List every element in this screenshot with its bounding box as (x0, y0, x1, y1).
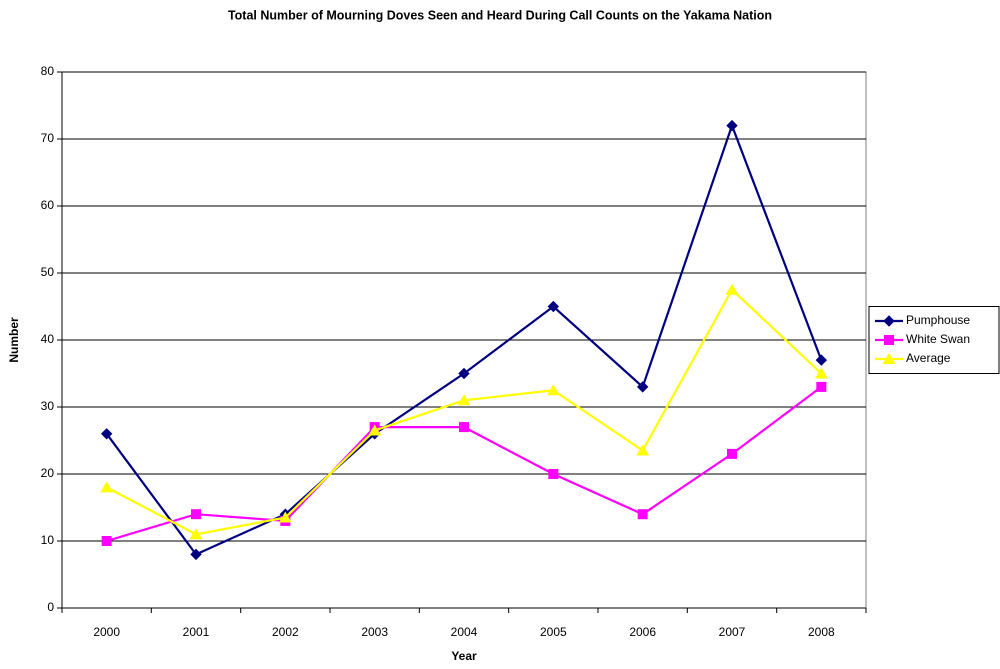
marker (816, 381, 827, 392)
marker (636, 444, 650, 456)
marker (882, 353, 896, 364)
y-tick-label: 60 (41, 198, 55, 212)
y-tick-label: 80 (41, 64, 55, 78)
x-tick-label: 2008 (808, 625, 835, 639)
marker (815, 354, 828, 366)
marker (190, 548, 202, 561)
legend-label: White Swan (906, 332, 970, 346)
y-tick-label: 0 (47, 600, 54, 614)
marker (547, 300, 560, 313)
y-axis-label: Number (7, 317, 21, 363)
marker (548, 469, 559, 479)
marker (726, 119, 738, 132)
marker (100, 428, 113, 440)
marker (883, 315, 895, 327)
y-tick-label: 50 (41, 265, 55, 279)
marker (636, 381, 649, 393)
x-axis-label: Year (451, 649, 477, 663)
y-tick-label: 70 (41, 131, 55, 145)
marker (458, 367, 470, 380)
x-tick-label: 2004 (451, 625, 478, 639)
marker (459, 422, 469, 433)
x-tick-label: 2003 (361, 625, 388, 639)
legend-label: Pumphouse (906, 313, 970, 327)
y-tick-label: 40 (41, 332, 55, 346)
y-tick-label: 20 (41, 466, 55, 480)
marker (101, 536, 112, 546)
marker (278, 511, 292, 523)
marker (727, 448, 737, 459)
marker (368, 424, 382, 436)
marker (189, 528, 203, 540)
marker (637, 509, 648, 520)
chart-title: Total Number of Mourning Doves Seen and … (228, 8, 772, 22)
x-tick-label: 2000 (93, 625, 120, 639)
legend-label: Average (906, 351, 951, 365)
x-tick-label: 2002 (272, 625, 299, 639)
y-tick-label: 10 (41, 533, 55, 547)
y-tick-label: 30 (41, 399, 55, 413)
marker (725, 283, 739, 295)
marker (100, 481, 114, 493)
x-tick-label: 2001 (183, 625, 210, 639)
marker (457, 394, 471, 406)
marker (814, 367, 828, 379)
x-tick-label: 2005 (540, 625, 567, 639)
x-tick-label: 2006 (629, 625, 656, 639)
x-tick-label: 2007 (719, 625, 746, 639)
marker (191, 509, 201, 520)
marker (884, 335, 894, 345)
marker (546, 384, 560, 396)
